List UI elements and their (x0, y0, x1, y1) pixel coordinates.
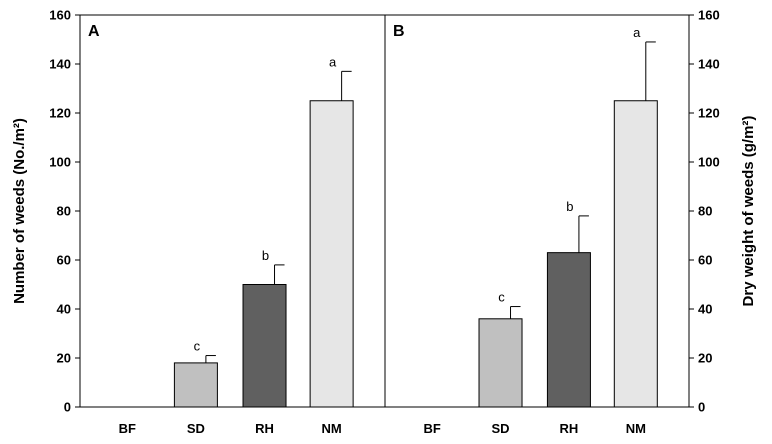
y-tick-label-b: 20 (698, 351, 712, 366)
y-tick-label-a: 0 (64, 400, 71, 415)
bar-b-rh (546, 252, 591, 408)
y-tick-label-b: 160 (698, 8, 720, 23)
y-tick-label-a: 20 (57, 351, 71, 366)
panel-label-b: B (393, 23, 405, 40)
bar-a-sd (173, 362, 218, 408)
y-tick-label-a: 40 (57, 302, 71, 317)
y-tick-label-b: 60 (698, 253, 712, 268)
panel-b: B Dry weight of weeds (g/m²) 0 20 40 60 80 10… (384, 8, 757, 436)
significance-letter-a-nm: a (329, 54, 337, 69)
significance-letter-a-rh: b (262, 248, 269, 263)
bar-b-sd (478, 318, 523, 408)
x-tick-label-b-rh: RH (560, 421, 579, 436)
y-tick-label-b: 80 (698, 204, 712, 219)
x-tick-label-b-bf: BF (423, 421, 440, 436)
x-tick-label-a-sd: SD (187, 421, 205, 436)
significance-letter-b-nm: a (633, 25, 641, 40)
y-tick-label-a: 120 (49, 106, 71, 121)
y-tick-label-b: 120 (698, 106, 720, 121)
x-tick-label-a-rh: RH (255, 421, 274, 436)
panel-label-a: A (88, 23, 100, 40)
significance-letter-b-rh: b (566, 199, 573, 214)
x-tick-label-a-nm: NM (322, 421, 342, 436)
x-tick-label-b-nm: NM (626, 421, 646, 436)
y-tick-label-b: 40 (698, 302, 712, 317)
bar-a-nm (309, 100, 354, 408)
x-tick-label-b-sd: SD (491, 421, 509, 436)
bar-b-nm (613, 100, 658, 408)
y-tick-label-a: 160 (49, 8, 71, 23)
bar-a-rh (242, 284, 287, 408)
y-axis-title-b: Dry weight of weeds (g/m²) (740, 116, 757, 307)
y-tick-label-a: 80 (57, 204, 71, 219)
y-tick-label-b: 140 (698, 57, 720, 72)
y-tick-label-a: 60 (57, 253, 71, 268)
y-axis-title-a: Number of weeds (No./m²) (11, 118, 28, 304)
x-tick-label-a-bf: BF (119, 421, 136, 436)
y-tick-label-b: 100 (698, 155, 720, 170)
significance-letter-b-sd: c (498, 290, 505, 305)
y-tick-label-a: 140 (49, 57, 71, 72)
y-tick-label-a: 100 (49, 155, 71, 170)
y-tick-label-b: 0 (698, 400, 705, 415)
panel-a: A Number of weeds (No./m²) 0 20 40 60 80 100 1… (11, 8, 386, 436)
significance-letter-a-sd: c (194, 339, 201, 354)
